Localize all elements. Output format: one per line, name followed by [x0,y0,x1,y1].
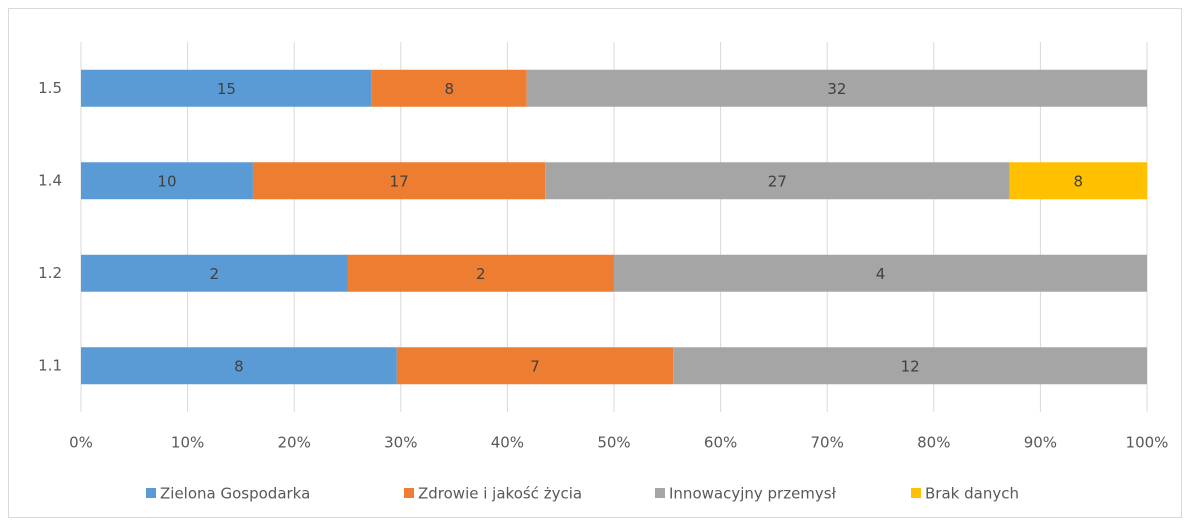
y-tick-label: 1.1 [38,356,62,374]
bar-segment [81,347,397,385]
data-label: 10 [157,172,176,190]
legend-label: Innowacyjny przemysł [669,485,837,503]
bar-segment [673,347,1147,385]
bar-segment [1009,162,1147,200]
data-label: 15 [217,80,236,98]
legend-label: Zielona Gospodarka [160,485,310,503]
legend-label: Zdrowie i jakość życia [418,485,582,503]
y-tick-label: 1.4 [38,171,62,189]
data-label: 8 [234,357,244,375]
data-label: 8 [1073,172,1083,190]
data-label: 27 [768,172,787,190]
y-tick-label: 1.2 [38,264,62,282]
data-label: 12 [901,357,920,375]
legend-label: Brak danych [925,485,1019,503]
data-label: 17 [390,172,409,190]
bar-segment [614,254,1147,292]
bar-segment [252,162,546,200]
data-label: 8 [444,80,454,98]
x-tick-label: 70% [811,434,844,452]
x-tick-label: 0% [69,434,93,452]
bar-segment [545,162,1010,200]
x-tick-label: 60% [704,434,737,452]
x-tick-label: 30% [384,434,417,452]
bar-segment [396,347,674,385]
x-tick-label: 90% [1024,434,1057,452]
x-tick-label: 40% [491,434,524,452]
x-tick-label: 80% [917,434,950,452]
bar-segment [81,254,348,292]
data-label: 4 [876,265,886,283]
x-tick-label: 20% [278,434,311,452]
legend-swatch [404,488,414,498]
bar-segment [81,162,253,200]
bar-segment [81,69,372,107]
x-tick-label: 50% [597,434,630,452]
legend-swatch [911,488,921,498]
x-tick-label: 10% [171,434,204,452]
legend-swatch [146,488,156,498]
bar-segment [526,69,1147,107]
y-tick-label: 1.5 [38,79,62,97]
data-label: 2 [209,265,219,283]
bar-segment [371,69,527,107]
bar-segment [347,254,614,292]
x-tick-label: 100% [1126,434,1169,452]
data-label: 32 [827,80,846,98]
legend-swatch [655,488,665,498]
data-label: 2 [476,265,486,283]
data-label: 7 [530,357,540,375]
